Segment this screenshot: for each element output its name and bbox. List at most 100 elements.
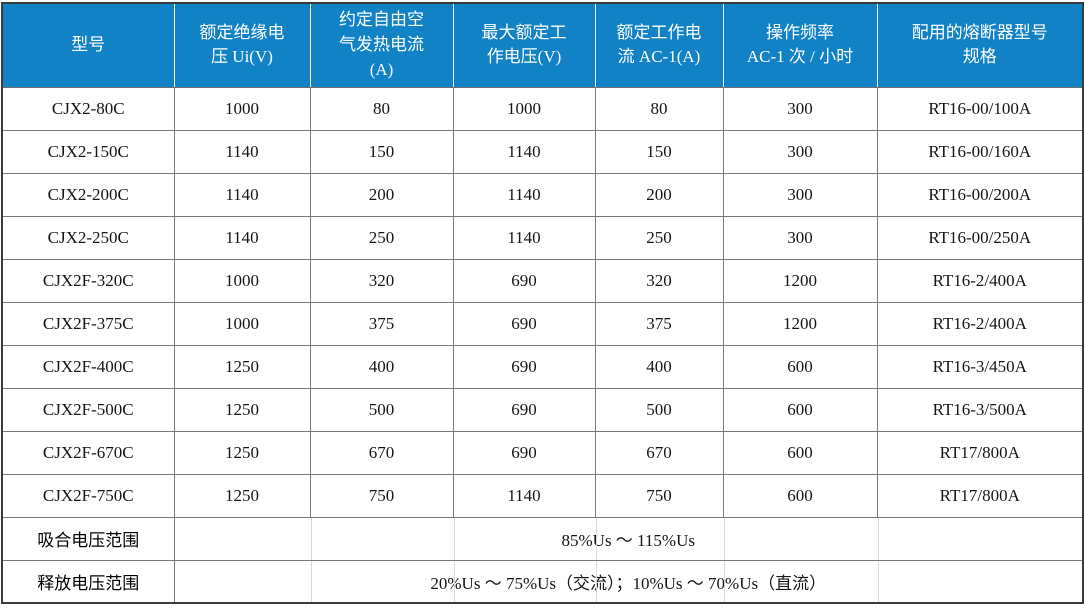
cell: 1140: [452, 473, 596, 518]
table-row: CJX2-80C 1000 80 1000 80 300 RT16-00/100…: [1, 86, 1084, 131]
release-voltage-range-text: 20%Us ～ 75%Us（交流）；10%Us ～ 70%Us（直流）: [430, 573, 827, 593]
cell: 1140: [452, 215, 596, 260]
table-row: CJX2-200C 1140 200 1140 200 300 RT16-00/…: [1, 172, 1084, 217]
cell-fuse: RT16-3/500A: [876, 387, 1084, 432]
cell: 1000: [173, 86, 311, 131]
header-cell-max-working-voltage: 最大额定工 作电压(V): [452, 3, 595, 88]
cell: 150: [594, 129, 724, 174]
table-row: CJX2F-670C 1250 670 690 670 600 RT17/800…: [1, 430, 1084, 475]
pickup-voltage-range-label: 吸合电压范围: [1, 516, 175, 561]
cell: 375: [594, 301, 724, 346]
cell: 690: [452, 430, 596, 475]
cell-model: CJX2-80C: [1, 86, 175, 131]
cell-model: CJX2-250C: [1, 215, 175, 260]
cell-model: CJX2F-750C: [1, 473, 175, 518]
cell: 600: [722, 344, 878, 389]
table-row: CJX2F-320C 1000 320 690 320 1200 RT16-2/…: [1, 258, 1084, 303]
cell: 400: [309, 344, 454, 389]
header-cell-rated-current-ac1: 额定工作电 流 AC-1(A): [594, 3, 723, 88]
cell-fuse: RT17/800A: [876, 430, 1084, 475]
cell: 200: [309, 172, 454, 217]
release-voltage-range-label: 释放电压范围: [1, 559, 175, 604]
cell: 1000: [452, 86, 596, 131]
cell-fuse: RT16-2/400A: [876, 258, 1084, 303]
cell: 600: [722, 387, 878, 432]
cell: 1250: [173, 473, 311, 518]
cell: 300: [722, 172, 878, 217]
cell: 375: [309, 301, 454, 346]
cell-model: CJX2F-400C: [1, 344, 175, 389]
cell-fuse: RT16-00/160A: [876, 129, 1084, 174]
cell: 250: [594, 215, 724, 260]
header-cell-model: 型号: [2, 3, 174, 88]
cell: 300: [722, 215, 878, 260]
header-cell-fuse-spec: 配用的熔断器型号 规格: [876, 3, 1083, 88]
cell: 1250: [173, 344, 311, 389]
cell: 600: [722, 430, 878, 475]
header-cell-thermal-current: 约定自由空 气发热电流 (A): [309, 3, 453, 88]
cell-fuse: RT16-00/250A: [876, 215, 1084, 260]
header-cell-operating-frequency: 操作频率 AC-1 次 / 小时: [722, 3, 877, 88]
cell-fuse: RT17/800A: [876, 473, 1084, 518]
cell: 670: [309, 430, 454, 475]
cell: 80: [594, 86, 724, 131]
cell: 690: [452, 344, 596, 389]
faint-gridline: [310, 517, 312, 560]
pickup-voltage-range-row: 吸合电压范围 85%Us ～ 115%Us: [1, 516, 1084, 561]
pickup-voltage-range-value: 85%Us ～ 115%Us: [173, 516, 1084, 561]
cell-model: CJX2F-375C: [1, 301, 175, 346]
table-row: CJX2-150C 1140 150 1140 150 300 RT16-00/…: [1, 129, 1084, 174]
cell: 670: [594, 430, 724, 475]
table-row: CJX2F-400C 1250 400 690 400 600 RT16-3/4…: [1, 344, 1084, 389]
cell-model: CJX2-150C: [1, 129, 175, 174]
cell-model: CJX2F-320C: [1, 258, 175, 303]
cell: 690: [452, 387, 596, 432]
cell: 750: [594, 473, 724, 518]
cell: 320: [594, 258, 724, 303]
cell: 1140: [173, 172, 311, 217]
cell: 1200: [722, 301, 878, 346]
cell: 150: [309, 129, 454, 174]
cell: 300: [722, 129, 878, 174]
cell: 1250: [173, 430, 311, 475]
cell-fuse: RT16-3/450A: [876, 344, 1084, 389]
cell: 1000: [173, 258, 311, 303]
header-cell-insulation-voltage: 额定绝缘电 压 Ui(V): [173, 3, 310, 88]
cell-model: CJX2F-670C: [1, 430, 175, 475]
cell-fuse: RT16-00/200A: [876, 172, 1084, 217]
faint-gridline: [877, 560, 879, 602]
cell: 1140: [452, 172, 596, 217]
cell: 250: [309, 215, 454, 260]
cell: 600: [722, 473, 878, 518]
cell: 1140: [173, 129, 311, 174]
cell: 500: [309, 387, 454, 432]
cell: 750: [309, 473, 454, 518]
cell: 80: [309, 86, 454, 131]
cell: 500: [594, 387, 724, 432]
cell: 1200: [722, 258, 878, 303]
cell: 690: [452, 301, 596, 346]
cell: 1000: [173, 301, 311, 346]
cell-model: CJX2F-500C: [1, 387, 175, 432]
cell: 200: [594, 172, 724, 217]
release-voltage-range-row: 释放电压范围 20%Us ～ 75%Us（交流）；10%Us ～ 70%Us（直…: [1, 559, 1084, 604]
cell: 320: [309, 258, 454, 303]
table-header-row: 型号 额定绝缘电 压 Ui(V) 约定自由空 气发热电流 (A) 最大额定工 作…: [2, 3, 1083, 88]
faint-gridline: [877, 517, 879, 560]
cell: 690: [452, 258, 596, 303]
faint-gridline: [453, 517, 455, 560]
faint-gridline: [723, 517, 725, 560]
table-row: CJX2F-750C 1250 750 1140 750 600 RT17/80…: [1, 473, 1084, 518]
faint-gridline: [310, 560, 312, 602]
release-voltage-range-value: 20%Us ～ 75%Us（交流）；10%Us ～ 70%Us（直流）: [173, 559, 1084, 604]
cell-model: CJX2-200C: [1, 172, 175, 217]
table-row: CJX2F-500C 1250 500 690 500 600 RT16-3/5…: [1, 387, 1084, 432]
table-row: CJX2-250C 1140 250 1140 250 300 RT16-00/…: [1, 215, 1084, 260]
table-row: CJX2F-375C 1000 375 690 375 1200 RT16-2/…: [1, 301, 1084, 346]
cell: 1140: [173, 215, 311, 260]
cell: 400: [594, 344, 724, 389]
cell: 300: [722, 86, 878, 131]
cell: 1140: [452, 129, 596, 174]
cell-fuse: RT16-2/400A: [876, 301, 1084, 346]
